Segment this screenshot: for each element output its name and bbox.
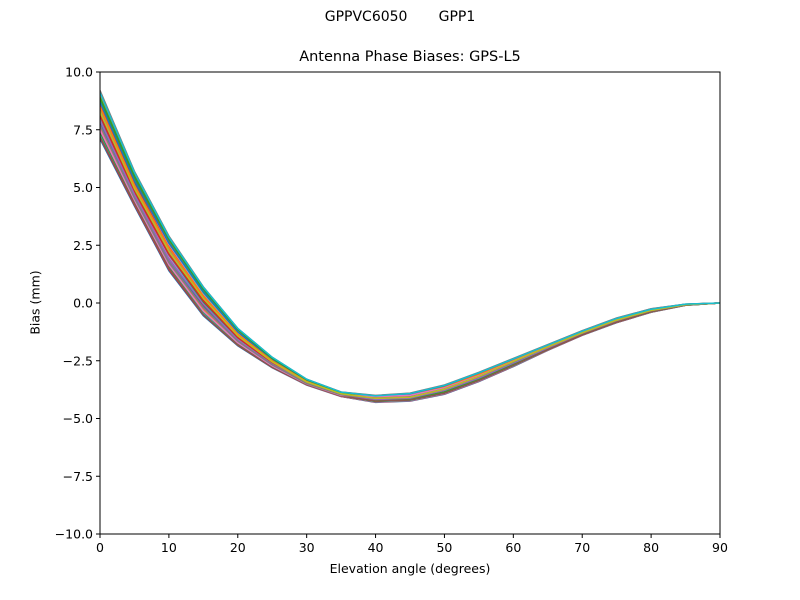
- series-line: [100, 116, 720, 400]
- series-line: [100, 95, 720, 397]
- x-tick-label: 90: [712, 540, 728, 555]
- series-line-s3: [100, 97, 720, 401]
- series-line-s5: [100, 120, 720, 401]
- series-line: [100, 110, 720, 400]
- series-line: [100, 91, 720, 397]
- series-line: [100, 100, 720, 398]
- series-line-s9: [100, 110, 720, 400]
- y-tick-label: −7.5: [63, 469, 93, 484]
- series-line: [100, 136, 720, 403]
- series-line-s6: [100, 136, 720, 402]
- chart-title: Antenna Phase Biases: GPS-L5: [299, 49, 521, 65]
- y-tick-label: 5.0: [73, 180, 93, 195]
- x-tick-label: 40: [368, 540, 384, 555]
- series-line: [100, 131, 720, 403]
- y-tick-label: −5.0: [63, 411, 93, 426]
- series-line: [100, 105, 720, 399]
- figure-suptitle: GPPVC6050 GPP1: [324, 9, 476, 25]
- y-tick-label: 10.0: [65, 65, 93, 80]
- series-line-s1: [100, 101, 720, 398]
- series-line-s7: [100, 129, 720, 398]
- series-line: [100, 133, 720, 403]
- series-line: [100, 90, 720, 397]
- x-tick-label: 60: [505, 540, 521, 555]
- series-line: [100, 111, 720, 400]
- series-line-s10: [100, 92, 720, 397]
- x-tick-label: 20: [230, 540, 246, 555]
- x-tick-label: 80: [643, 540, 659, 555]
- series-line: [100, 93, 720, 397]
- x-tick-label: 50: [436, 540, 452, 555]
- series-line: [100, 101, 720, 398]
- series-line: [100, 135, 720, 403]
- series-line: [100, 125, 720, 402]
- series-line: [100, 98, 720, 398]
- series-line: [100, 120, 720, 401]
- series-line: [100, 123, 720, 401]
- y-tick-label: −10.0: [55, 527, 93, 542]
- series-line-s2: [100, 106, 720, 399]
- y-axis-label: Bias (mm): [27, 270, 43, 335]
- x-axis-label: Elevation angle (degrees): [329, 561, 491, 576]
- y-tick-label: 2.5: [73, 238, 93, 253]
- y-tick-label: 0.0: [73, 296, 93, 311]
- x-tick-label: 0: [96, 540, 104, 555]
- series-line: [100, 115, 720, 400]
- series-line: [100, 113, 720, 400]
- series-line: [100, 96, 720, 398]
- x-tick-label: 70: [574, 540, 590, 555]
- series-line: [100, 130, 720, 402]
- series-line: [100, 128, 720, 402]
- series-line-s8: [100, 124, 720, 399]
- series-line-s4: [100, 115, 720, 400]
- series-line: [100, 103, 720, 399]
- series-line: [100, 108, 720, 399]
- y-tick-label: −2.5: [63, 353, 93, 368]
- x-tick-label: 10: [161, 540, 177, 555]
- x-tick-label: 30: [299, 540, 315, 555]
- series-line: [100, 106, 720, 399]
- series-line: [100, 118, 720, 401]
- series-line: [100, 121, 720, 401]
- series-line: [100, 126, 720, 402]
- y-tick-label: 7.5: [73, 122, 93, 137]
